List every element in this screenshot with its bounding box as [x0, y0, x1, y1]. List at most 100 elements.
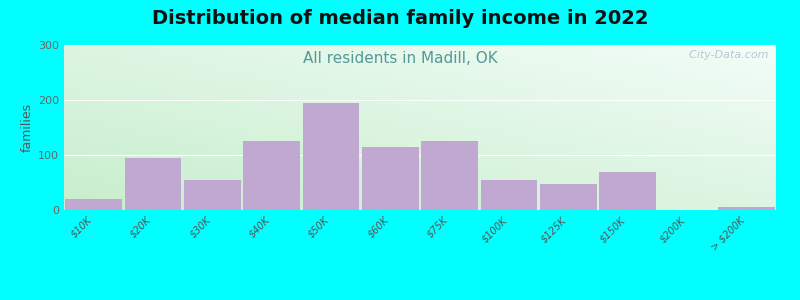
Bar	[491, 207, 506, 210]
Bar	[406, 160, 420, 164]
Bar	[676, 147, 690, 151]
Bar	[306, 177, 320, 180]
Bar	[591, 203, 605, 207]
Bar	[235, 170, 249, 174]
Bar	[320, 104, 334, 108]
Bar	[491, 134, 506, 137]
Bar	[747, 121, 762, 124]
Bar	[78, 61, 93, 65]
Bar	[263, 203, 278, 207]
Bar	[320, 137, 334, 141]
Bar	[420, 118, 434, 121]
Bar	[391, 167, 406, 170]
Bar	[747, 45, 762, 48]
Bar	[106, 190, 121, 194]
Bar	[349, 177, 363, 180]
Bar	[135, 131, 150, 134]
Bar	[221, 164, 235, 167]
Bar	[747, 78, 762, 81]
Bar	[334, 180, 349, 184]
Bar	[762, 207, 776, 210]
Bar	[135, 187, 150, 190]
Bar	[648, 134, 662, 137]
Bar	[719, 137, 734, 141]
Bar	[520, 52, 534, 55]
Bar	[334, 65, 349, 68]
Bar	[747, 114, 762, 118]
Bar	[562, 151, 577, 154]
Bar	[506, 65, 520, 68]
Bar	[462, 118, 477, 121]
Bar	[562, 147, 577, 151]
Bar	[648, 61, 662, 65]
Bar	[320, 108, 334, 111]
Bar	[78, 160, 93, 164]
Bar	[135, 128, 150, 131]
Bar	[506, 98, 520, 101]
Bar	[619, 94, 634, 98]
Bar	[662, 207, 676, 210]
Bar	[548, 200, 562, 203]
Bar	[363, 134, 378, 137]
Bar	[762, 128, 776, 131]
Bar	[705, 94, 719, 98]
Bar	[534, 101, 548, 104]
Bar	[235, 48, 249, 52]
Bar	[249, 98, 263, 101]
Bar	[577, 184, 591, 187]
Bar	[747, 111, 762, 114]
Bar	[278, 118, 292, 121]
Bar	[164, 141, 178, 144]
Bar	[150, 207, 164, 210]
Bar	[320, 187, 334, 190]
Bar	[263, 184, 278, 187]
Bar	[648, 78, 662, 81]
Bar	[121, 118, 135, 121]
Bar	[676, 131, 690, 134]
Bar	[150, 151, 164, 154]
Bar	[462, 108, 477, 111]
Bar	[334, 104, 349, 108]
Bar	[605, 154, 619, 157]
Bar	[391, 184, 406, 187]
Bar	[320, 151, 334, 154]
Bar	[164, 71, 178, 75]
Bar	[506, 124, 520, 127]
Bar	[420, 134, 434, 137]
Bar	[135, 147, 150, 151]
Bar	[591, 170, 605, 174]
Bar	[506, 151, 520, 154]
Bar	[747, 94, 762, 98]
Bar	[634, 45, 648, 48]
Bar	[734, 55, 747, 58]
Bar	[548, 157, 562, 161]
Bar	[434, 104, 449, 108]
Bar	[420, 190, 434, 194]
Bar	[306, 180, 320, 184]
Bar	[278, 85, 292, 88]
Bar	[449, 170, 462, 174]
Bar	[235, 94, 249, 98]
Bar	[278, 75, 292, 78]
Bar	[363, 61, 378, 65]
Bar	[734, 88, 747, 91]
Bar	[462, 101, 477, 104]
Bar	[562, 124, 577, 127]
Bar	[249, 200, 263, 203]
Bar	[762, 124, 776, 127]
Bar	[192, 157, 206, 161]
Bar	[378, 177, 391, 180]
Bar	[705, 111, 719, 114]
Bar	[662, 154, 676, 157]
Bar	[221, 65, 235, 68]
Bar	[676, 194, 690, 197]
Bar	[292, 174, 306, 177]
Bar	[719, 68, 734, 71]
Bar	[548, 88, 562, 91]
Bar	[634, 174, 648, 177]
Bar	[235, 184, 249, 187]
Bar	[762, 52, 776, 55]
Bar	[292, 164, 306, 167]
Bar	[150, 190, 164, 194]
Bar	[263, 68, 278, 71]
